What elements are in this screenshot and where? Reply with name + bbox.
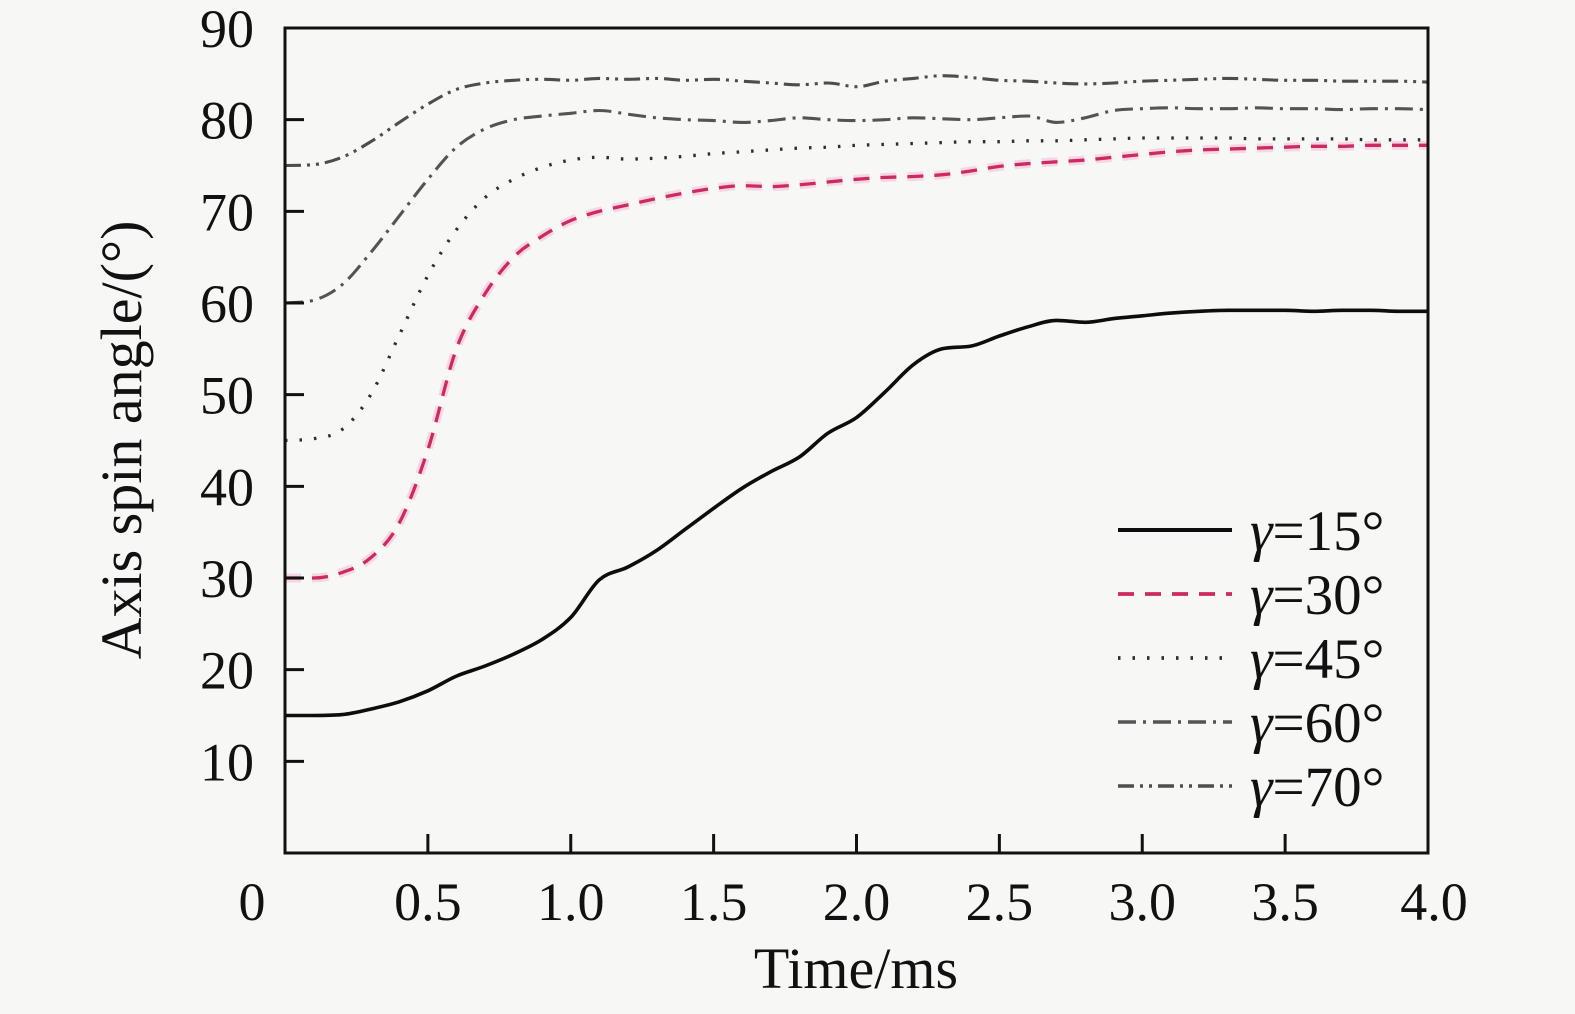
x-tick-label-3.0: 3.0 [1109,872,1177,932]
x-axis-ticks [426,834,1287,853]
y-tick-label-30: 30 [200,549,254,609]
y-axis-title: Axis spin angle/(°) [89,221,154,660]
legend-label-gamma-45: γ=45° [1250,628,1384,691]
y-tick-label-50: 50 [200,366,254,426]
x-axis-title: Time/ms [754,936,958,1001]
series-line-gamma-60 [284,106,1429,305]
x-axis-tick-labels: 0 0.5 1.0 1.5 2.0 2.5 3.0 3.5 4.0 [239,872,1468,932]
x-tick-label-0: 0 [239,872,266,932]
series-line-gamma-70 [284,74,1429,168]
y-tick-label-70: 70 [200,182,254,242]
x-tick-label-1.5: 1.5 [680,872,748,932]
y-tick-label-10: 10 [200,732,254,792]
y-tick-label-90: 90 [200,0,254,59]
series-line-gamma-30 [285,143,1428,580]
x-tick-label-1.0: 1.0 [537,872,605,932]
y-tick-label-80: 80 [200,91,254,151]
series-lines [284,74,1429,718]
legend-label-gamma-15: γ=15° [1250,500,1384,563]
legend-label-gamma-70: γ=70° [1250,756,1384,819]
legend-entry-gamma-45: γ=45° [1118,628,1384,691]
legend: γ=15°γ=30°γ=45°γ=60°γ=70° [1118,500,1384,819]
legend-label-gamma-30: γ=30° [1250,564,1384,627]
legend-entry-gamma-70: γ=70° [1118,756,1384,819]
y-axis-tick-labels: 10 20 30 40 50 60 70 80 90 [200,0,254,792]
x-tick-label-2.0: 2.0 [823,872,891,932]
y-axis-ticks [285,118,304,763]
x-tick-label-0.5: 0.5 [394,872,462,932]
x-tick-label-2.5: 2.5 [966,872,1034,932]
x-tick-label-4.0: 4.0 [1400,872,1468,932]
legend-entry-gamma-60: γ=60° [1118,692,1384,755]
series-line-gamma-15 [285,308,1428,718]
y-tick-label-40: 40 [200,457,254,517]
y-tick-label-20: 20 [200,641,254,701]
legend-entry-gamma-30: γ=30° [1118,564,1384,627]
legend-label-gamma-60: γ=60° [1250,692,1384,755]
x-tick-label-3.5: 3.5 [1251,872,1319,932]
legend-entry-gamma-15: γ=15° [1118,500,1384,563]
y-tick-label-60: 60 [200,274,254,334]
